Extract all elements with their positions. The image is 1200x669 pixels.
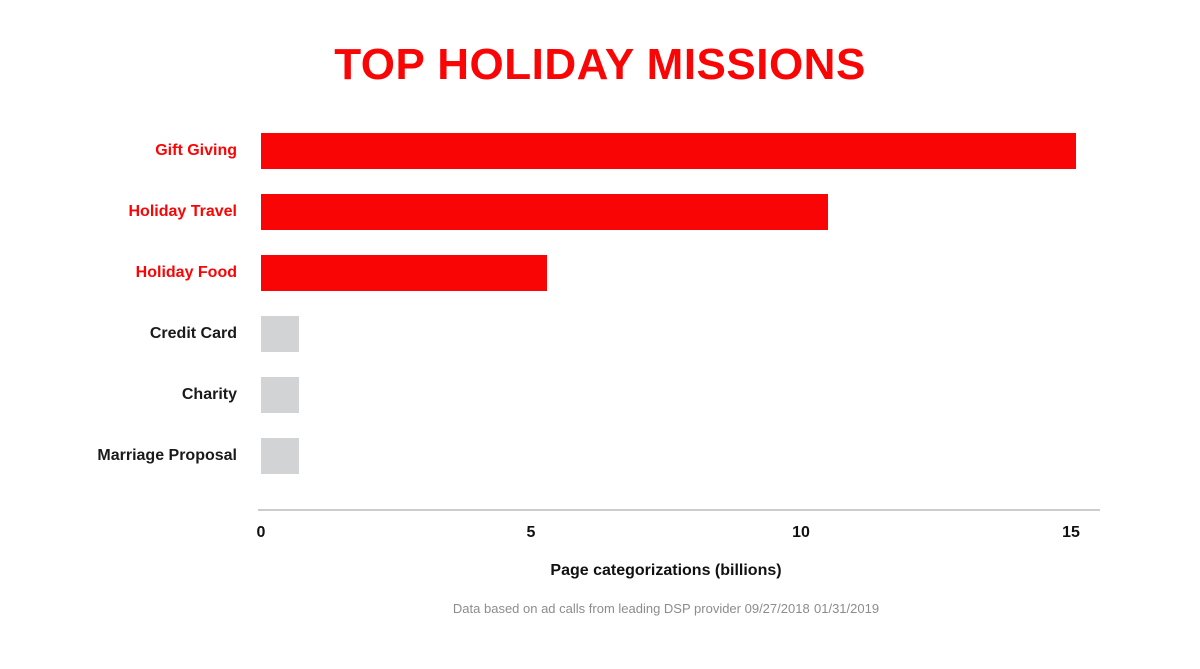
category-label-gift-giving: Gift Giving bbox=[155, 142, 237, 159]
bar-track bbox=[261, 316, 1100, 352]
bar-track bbox=[261, 133, 1100, 169]
bar-track bbox=[261, 377, 1100, 413]
chart-row: Charity bbox=[0, 377, 1100, 413]
bar-charity bbox=[261, 377, 299, 413]
category-label-holiday-food: Holiday Food bbox=[135, 264, 237, 281]
footnote: Data based on ad calls from leading DSP … bbox=[452, 601, 880, 616]
category-label-marriage-proposal: Marriage Proposal bbox=[97, 447, 237, 464]
chart-rows: Gift Giving Holiday Travel Holiday Food Cre… bbox=[0, 133, 1100, 499]
category-label-credit-card: Credit Card bbox=[149, 325, 237, 342]
category-label-charity: Charity bbox=[181, 386, 237, 403]
x-axis-ticks: 0 5 10 15 bbox=[0, 524, 1200, 544]
bar-marriage-proposal bbox=[261, 438, 299, 474]
bar-credit-card bbox=[261, 316, 299, 352]
bar-track bbox=[261, 194, 1100, 230]
bar-track bbox=[261, 255, 1100, 291]
bar-holiday-food bbox=[261, 255, 547, 291]
x-tick-label-5: 5 bbox=[526, 524, 536, 541]
x-tick-label-0: 0 bbox=[256, 524, 266, 541]
chart-row: Credit Card bbox=[0, 316, 1100, 352]
chart-title: TOP HOLIDAY MISSIONS bbox=[334, 40, 866, 89]
bar-holiday-travel bbox=[261, 194, 828, 230]
x-tick-label-10: 10 bbox=[792, 524, 810, 541]
chart-row: Holiday Travel bbox=[0, 194, 1100, 230]
category-label-holiday-travel: Holiday Travel bbox=[128, 203, 238, 220]
x-axis-label: Page categorizations (billions) bbox=[550, 562, 782, 579]
x-axis-line bbox=[258, 509, 1100, 511]
chart-row: Gift Giving bbox=[0, 133, 1100, 169]
bar-gift-giving bbox=[261, 133, 1076, 169]
bar-track bbox=[261, 438, 1100, 474]
x-tick-label-15: 15 bbox=[1062, 524, 1080, 541]
chart-row: Holiday Food bbox=[0, 255, 1100, 291]
chart-row: Marriage Proposal bbox=[0, 438, 1100, 474]
